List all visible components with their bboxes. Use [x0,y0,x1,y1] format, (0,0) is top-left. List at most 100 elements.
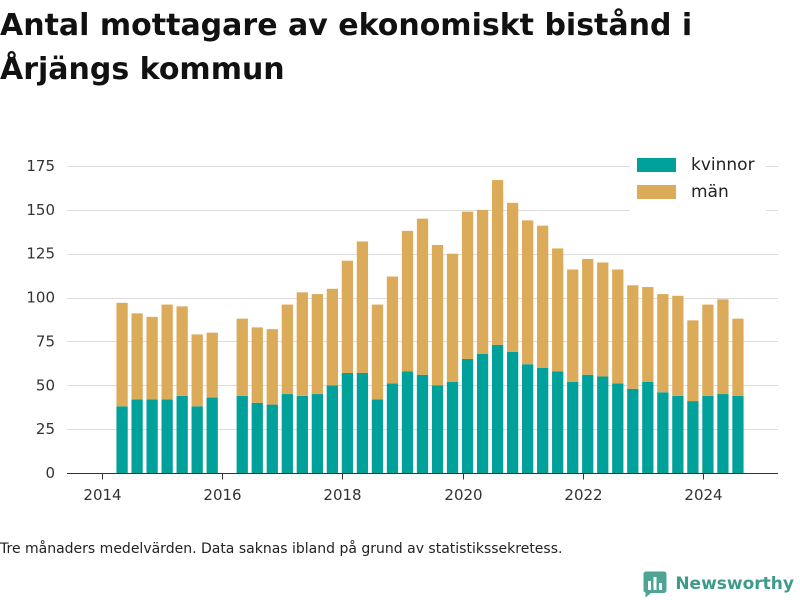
legend-item-kvinnor: kvinnor [637,155,755,175]
bar-man-2014-05 [116,302,128,407]
legend-label-man: män [691,182,729,202]
bar-man-2024-08 [732,318,744,396]
bar-man-2016-11 [266,329,278,405]
legend: kvinnor män [630,150,766,212]
bar-man-2020-11 [506,202,519,352]
bar-kvinnor-2015-05 [176,395,188,473]
bar-man-2023-05 [657,294,669,393]
bar-man-2015-05 [176,306,188,396]
bar-man-2024-05 [717,299,729,395]
bar-kvinnor-2017-05 [296,395,308,473]
bar-man-2023-08 [672,295,684,396]
x-tick-label: 2014 [83,486,121,504]
bar-man-2021-05 [537,225,549,368]
footnote: Tre månaders medelvärden. Data saknas ib… [0,541,563,557]
bar-man-2024-02 [702,304,714,396]
bar-kvinnor-2022-11 [627,388,639,473]
bar-man-2022-11 [627,285,639,389]
bar-kvinnor-2018-11 [386,383,399,473]
x-tick-label: 2024 [684,486,722,504]
bar-man-2019-02 [401,230,414,372]
bar-kvinnor-2015-02 [161,399,173,473]
bar-kvinnor-2021-05 [537,367,549,473]
bar-man-2018-08 [371,304,384,400]
bar-kvinnor-2019-11 [446,381,459,473]
y-axis: 0 25 50 75 100 125 150 175 [26,157,55,482]
bar-man-2020-02 [461,211,474,359]
bar-man-2015-08 [191,334,203,407]
bar-kvinnor-2017-02 [281,394,293,473]
bar-man-2020-08 [491,180,504,345]
bar-kvinnor-2021-02 [522,364,534,473]
legend-swatch-man [637,185,676,199]
bar-man-2017-08 [311,294,323,395]
x-tick-label: 2022 [564,486,602,504]
x-tick-label: 2018 [323,486,361,504]
bar-kvinnor-2021-08 [552,371,564,473]
legend-label-kvinnor: kvinnor [691,155,755,175]
bar-kvinnor-2019-08 [431,385,444,473]
bar-man-2017-02 [281,304,293,395]
bar-man-2016-05 [236,318,248,396]
bar-kvinnor-2014-11 [146,399,158,473]
bar-kvinnor-2023-11 [687,401,699,473]
y-tick-label: 125 [26,245,55,263]
bar-kvinnor-2016-08 [251,402,263,473]
bar-kvinnor-2023-05 [657,392,669,473]
bar-man-2023-02 [642,287,654,382]
bar-man-2022-05 [597,262,609,377]
brand-name: Newsworthy [675,574,794,594]
bar-kvinnor-2020-02 [461,358,474,473]
x-tick-label: 2016 [203,486,241,504]
bar-man-2019-11 [446,253,459,382]
legend-swatch-kvinnor [637,158,676,172]
bar-kvinnor-2016-11 [266,404,278,473]
y-tick-label: 25 [36,420,55,438]
bar-man-2022-02 [582,258,594,375]
bar-man-2023-11 [687,320,699,402]
bar-man-2016-08 [251,327,263,403]
brand-logo: Newsworthy [643,570,794,598]
bar-kvinnor-2017-08 [311,394,323,473]
bar-kvinnor-2020-11 [506,351,519,473]
bar-man-2014-08 [131,313,143,400]
bar-man-2021-02 [522,220,534,365]
bar-kvinnor-2022-08 [612,383,624,473]
bar-man-2019-05 [416,218,429,375]
bar-kvinnor-2014-08 [131,399,143,473]
bar-man-2018-11 [386,276,399,384]
bar-man-2017-11 [326,288,339,386]
bar-kvinnor-2019-02 [401,371,414,473]
y-tick-label: 100 [26,289,55,307]
bar-kvinnor-2015-08 [191,406,203,473]
bar-man-2014-11 [146,316,158,400]
bar-kvinnor-2024-05 [717,394,729,473]
x-tick-label: 2020 [444,486,482,504]
bar-kvinnor-2021-11 [567,381,579,473]
x-axis: 2014 2016 2018 2020 2022 2024 [67,473,778,504]
bar-kvinnor-2019-05 [416,374,429,473]
bar-kvinnor-2018-08 [371,399,384,473]
bar-kvinnor-2022-05 [597,376,609,473]
bar-kvinnor-2016-05 [236,395,248,473]
bar-man-2021-08 [552,248,564,372]
bar-man-2018-02 [341,260,354,374]
bar-kvinnor-2023-02 [642,381,654,473]
bar-man-2015-02 [161,304,173,400]
bars [116,180,744,473]
bar-kvinnor-2022-02 [582,374,594,473]
bar-man-2017-05 [296,292,308,396]
y-tick-label: 0 [45,464,55,482]
y-tick-label: 175 [26,157,55,175]
bar-kvinnor-2018-02 [341,373,354,473]
y-tick-label: 50 [36,376,55,394]
newsworthy-logo-icon [643,571,667,597]
bar-kvinnor-2018-05 [356,373,369,473]
bar-man-2021-11 [567,269,579,382]
y-tick-label: 75 [36,332,55,350]
bar-kvinnor-2017-11 [326,385,339,473]
bar-kvinnor-2020-05 [476,353,489,473]
bar-man-2020-05 [476,209,489,354]
bar-kvinnor-2020-08 [491,344,504,473]
